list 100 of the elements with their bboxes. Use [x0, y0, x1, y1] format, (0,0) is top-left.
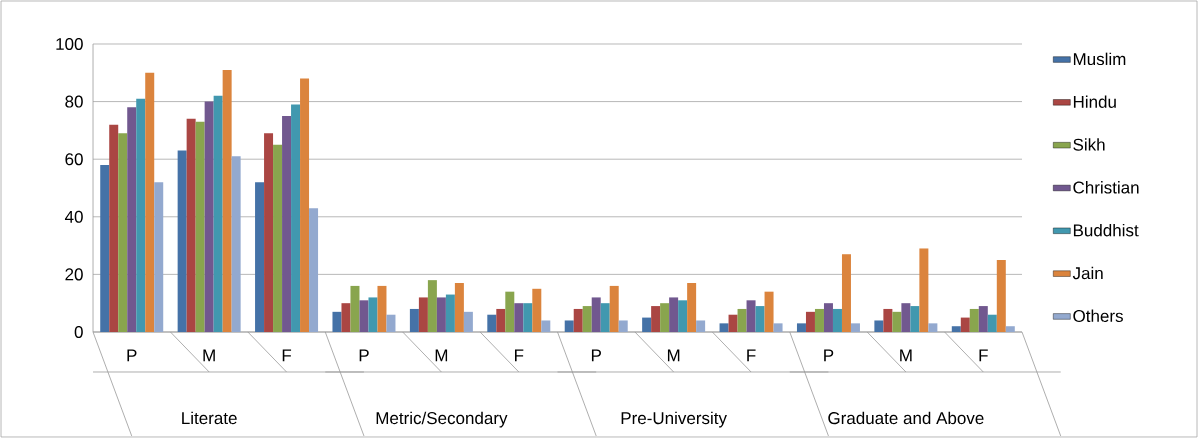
- legend-label: Others: [1073, 309, 1123, 323]
- bar: [764, 291, 774, 332]
- bar: [368, 297, 378, 332]
- bar: [832, 308, 842, 332]
- bar: [719, 323, 729, 332]
- bar: [532, 288, 542, 332]
- bar: [669, 297, 679, 332]
- bar: [883, 308, 893, 332]
- bar: [591, 297, 601, 332]
- bar: [755, 306, 765, 332]
- x-tick-label: P: [127, 349, 137, 362]
- x-tick-label: P: [591, 349, 601, 362]
- bar: [978, 306, 988, 332]
- bar: [341, 303, 351, 332]
- bar: [445, 294, 455, 332]
- bar: [523, 303, 533, 332]
- bar: [309, 208, 319, 332]
- x-tick-label: F: [979, 349, 988, 362]
- bar: [651, 306, 661, 332]
- x-tick-label: P: [359, 349, 369, 362]
- bar: [427, 280, 437, 332]
- bar: [231, 156, 241, 332]
- bar: [746, 300, 756, 332]
- bar: [418, 297, 428, 332]
- y-tick-label: 0: [74, 325, 83, 339]
- bar: [109, 124, 119, 332]
- x-tick-label: P: [824, 349, 834, 362]
- bar: [805, 311, 815, 332]
- bar: [919, 248, 929, 332]
- legend-label: Sikh: [1073, 138, 1105, 151]
- y-tick-label: 60: [65, 153, 83, 166]
- legend-label: Buddhist: [1073, 223, 1139, 237]
- bar: [773, 323, 783, 332]
- bar: [186, 118, 196, 332]
- bar: [678, 300, 688, 332]
- bar: [514, 303, 524, 332]
- legend-label: Jain: [1072, 266, 1103, 280]
- bar: [814, 308, 824, 332]
- bar: [618, 320, 628, 332]
- bar: [728, 314, 738, 332]
- bar: [359, 300, 369, 332]
- bar: [463, 311, 473, 332]
- bar: [823, 303, 833, 332]
- text: Literate: [182, 411, 237, 425]
- legend-label: Hindu: [1073, 95, 1116, 108]
- bar: [850, 323, 860, 332]
- bar: [609, 285, 619, 332]
- bar: [737, 308, 747, 332]
- bar: [1005, 326, 1015, 332]
- bar: [436, 297, 446, 332]
- bar: [564, 320, 574, 332]
- bar: [696, 320, 706, 332]
- bar: [874, 320, 884, 332]
- bar: [960, 317, 970, 332]
- bar: [255, 182, 265, 332]
- bar: [204, 101, 214, 332]
- x-tick-label: M: [667, 349, 680, 362]
- y-tick-label: 100: [56, 37, 83, 51]
- bar: [582, 306, 592, 332]
- bar: [100, 164, 110, 332]
- text: Graduate and Above: [828, 411, 984, 425]
- bar: [642, 317, 652, 332]
- bar: [996, 259, 1006, 332]
- bar: [901, 303, 911, 332]
- bar: [541, 320, 551, 332]
- bar: [505, 291, 515, 332]
- x-tick-label: F: [282, 349, 292, 362]
- bar: [910, 306, 920, 332]
- x-tick-label: F: [747, 349, 756, 362]
- text: Metric/Secondary: [376, 411, 508, 428]
- bar: [264, 133, 274, 332]
- text: Pre-University: [621, 411, 727, 428]
- y-tick-label: 20: [65, 268, 83, 281]
- bar: [118, 133, 128, 332]
- legend-label: Christian: [1073, 181, 1139, 194]
- bar: [687, 283, 697, 332]
- bar: [127, 107, 137, 332]
- bar: [987, 314, 997, 332]
- bar: [796, 323, 806, 332]
- bar: [332, 311, 342, 332]
- y-tick-label: 80: [65, 95, 83, 108]
- bar: [273, 144, 283, 332]
- bar: [573, 308, 583, 332]
- bar: [386, 314, 396, 332]
- bar: [177, 150, 187, 332]
- legend-label: Muslim: [1073, 52, 1126, 66]
- bar: [145, 72, 155, 332]
- bar: [928, 323, 938, 332]
- bar: [892, 311, 902, 332]
- bar: [496, 308, 506, 332]
- bar: [136, 98, 146, 332]
- bar: [487, 314, 497, 332]
- bar: [222, 69, 232, 332]
- bar: [409, 308, 419, 332]
- bar: [195, 121, 205, 332]
- bar: [951, 326, 961, 332]
- y-tick-label: 40: [64, 210, 83, 223]
- bar: [454, 283, 464, 332]
- bar: [350, 285, 360, 332]
- bar: [300, 78, 310, 332]
